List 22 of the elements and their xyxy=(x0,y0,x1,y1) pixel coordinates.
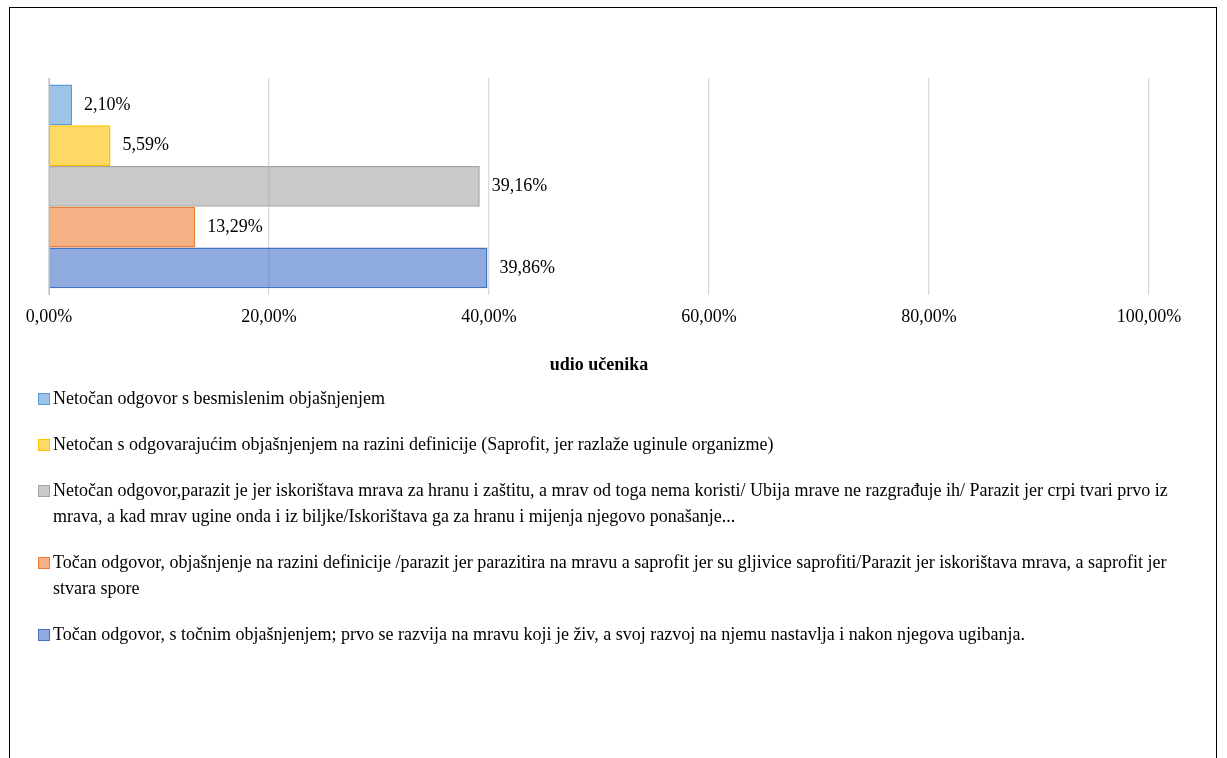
legend-label: Netočan odgovor s besmislenim objašnjenjem xyxy=(53,387,385,410)
x-tick-label: 80,00% xyxy=(901,306,957,327)
x-tick-label: 60,00% xyxy=(681,306,737,327)
data-label: 39,86% xyxy=(499,256,555,277)
bar xyxy=(49,206,196,248)
x-tick-label: 20,00% xyxy=(241,306,297,327)
x-tick-label: 100,00% xyxy=(1116,306,1182,327)
data-label: 5,59% xyxy=(122,134,169,155)
x-tick-label: 0,00% xyxy=(25,306,73,327)
x-axis-title: udio učenika xyxy=(549,353,649,374)
data-label: 2,10% xyxy=(84,93,131,114)
data-label: 39,16% xyxy=(491,175,548,196)
legend-label: Netočan s odgovarajućim objašnjenjem na razini definicije (Saprofit, jer razlaže uginule organizme) xyxy=(53,433,774,456)
bar xyxy=(49,247,488,289)
bar xyxy=(49,166,480,207)
bar xyxy=(49,125,111,167)
data-label: 13,29% xyxy=(207,215,263,236)
bar xyxy=(49,84,73,126)
legend-label: Točan odgovor, objašnjenje na razini definicije /parazit jer parazitira na mravu a saprofit jer su gljivice saprofiti/Parazit jer iskorištava mrava, a saprofit jer stvara spore xyxy=(53,551,1168,600)
legend-label: Točan odgovor, s točnim objašnjenjem; prvo se razvija na mravu koji je živ, a svoj razvoj na njemu nastavlja i nakon njegova ugibanja. xyxy=(53,623,1026,646)
legend-label: Netočan odgovor,parazit je jer iskorištava mrava za hranu i zaštitu, a mrav od toga nema koristi/ Ubija mrave ne razgrađuje ih/ Parazit jer crpi tvari prvo iz mrava, a kad mrav ugine onda i iz biljke/Iskorištava ga za hranu i mijenja njegovo ponašanje... xyxy=(53,479,1169,528)
x-tick-label: 40,00% xyxy=(461,306,517,327)
